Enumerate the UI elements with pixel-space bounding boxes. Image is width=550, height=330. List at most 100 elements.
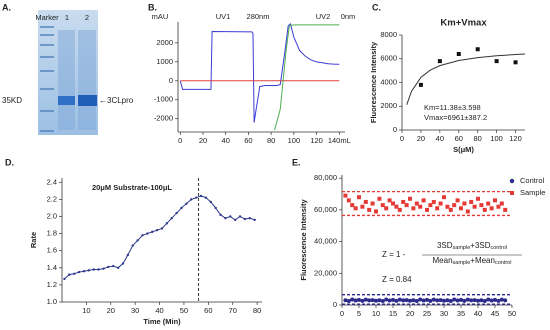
data-point	[384, 297, 389, 302]
chart-title: Km+Vmax	[440, 18, 487, 29]
data-point	[496, 204, 501, 209]
formula-part: Mean	[433, 256, 453, 265]
data-point	[425, 207, 429, 212]
data-point	[472, 204, 477, 209]
data-point	[411, 298, 416, 303]
formula-numerator: 3SDsample+3SDcontrol	[437, 241, 507, 251]
marker-band	[40, 70, 54, 72]
legend-marker	[509, 178, 515, 184]
data-point	[357, 297, 361, 302]
y-tick-label: 20,000	[314, 268, 337, 277]
data-point	[343, 193, 348, 198]
x-tick-label: 70	[229, 306, 237, 315]
data-point	[155, 228, 159, 232]
data-point	[428, 298, 433, 303]
data-point	[469, 298, 474, 303]
marker-band	[40, 44, 54, 46]
data-point	[353, 298, 358, 303]
x-tick-label: 20	[417, 134, 425, 143]
data-line	[274, 24, 340, 131]
data-point	[87, 269, 91, 272]
y-tick-label: 2.4	[47, 177, 57, 186]
y-tick-label: -1000	[154, 95, 173, 104]
data-point	[219, 213, 222, 216]
x-tick-label: 80	[474, 134, 482, 143]
y-tick-label: 4000	[380, 77, 397, 86]
lane-label: Marker	[35, 13, 59, 22]
data-point	[469, 199, 474, 204]
y-axis-label: Fluorescence Intensity	[299, 199, 308, 281]
data-point	[136, 239, 139, 242]
annotation: Vmax=6961±387.2	[424, 113, 487, 122]
data-point	[165, 222, 169, 225]
data-point	[384, 206, 389, 211]
data-point	[367, 298, 372, 303]
x-tick-label: 40	[474, 309, 482, 318]
panel-label: C.	[372, 2, 381, 12]
y-tick-label: 80,000	[314, 173, 337, 182]
formula-lhs: Z = 1 -	[382, 250, 406, 259]
x-tick-label: 30	[440, 309, 448, 318]
x-tick-label: 5	[357, 309, 361, 318]
data-point	[377, 298, 382, 303]
data-line	[406, 53, 526, 105]
formula-result: Z = 0.84	[382, 275, 412, 284]
data-point	[459, 297, 463, 302]
x-tick-label: 40	[222, 136, 230, 145]
formula-part: control	[495, 260, 512, 266]
formula-part: sample	[453, 245, 471, 251]
data-point	[448, 207, 453, 212]
data-point	[462, 201, 467, 206]
data-point	[68, 273, 71, 276]
x-tick-label: 0	[178, 136, 182, 145]
x-tick-label: 10	[372, 309, 380, 318]
data-point	[175, 211, 178, 215]
x-tick-label: 35	[457, 309, 465, 318]
data-point	[350, 203, 355, 208]
x-tick-label: 50	[180, 306, 188, 315]
data-point	[391, 201, 395, 206]
size-label: 35KD	[2, 96, 22, 105]
y-tick-label: -2000	[154, 114, 173, 123]
data-point	[102, 267, 105, 270]
annotation: 280nm	[247, 12, 270, 21]
y-tick-label: 1000	[156, 57, 173, 66]
data-point	[238, 215, 242, 218]
data-point	[121, 262, 125, 265]
y-tick-label: 40,000	[314, 237, 337, 246]
data-point	[513, 60, 518, 65]
marker-band	[40, 110, 54, 112]
data-point	[253, 218, 256, 222]
x-tick-label: 20	[107, 306, 115, 315]
data-point	[394, 298, 399, 303]
data-point	[404, 203, 409, 208]
data-point	[489, 206, 494, 211]
data-point	[360, 298, 365, 303]
data-point	[475, 47, 480, 52]
data-point	[397, 207, 402, 212]
data-point	[107, 265, 110, 269]
data-point	[214, 206, 217, 210]
y-tick-label: 60,000	[314, 205, 337, 214]
data-point	[442, 195, 446, 200]
data-point	[476, 196, 480, 201]
data-point	[377, 196, 382, 201]
data-point	[112, 264, 115, 268]
data-point	[209, 200, 212, 204]
y-tick-label: 1.0	[47, 297, 57, 306]
y-tick-label: 2.2	[47, 194, 57, 203]
x-axis-label: S(μM)	[453, 145, 474, 154]
chart-title: 20μM Substrate-100μL	[92, 183, 172, 192]
data-point	[401, 199, 406, 204]
lane-smear	[58, 30, 75, 130]
data-point	[499, 297, 504, 302]
x-tick-label: 50	[508, 309, 516, 318]
data-point	[397, 297, 402, 302]
data-point	[494, 59, 499, 64]
data-point	[190, 198, 193, 201]
data-point	[387, 298, 392, 303]
data-point	[370, 201, 375, 206]
y-tick-label: 1.8	[47, 229, 57, 238]
data-point	[374, 298, 378, 303]
annotation: mAU	[152, 12, 169, 21]
